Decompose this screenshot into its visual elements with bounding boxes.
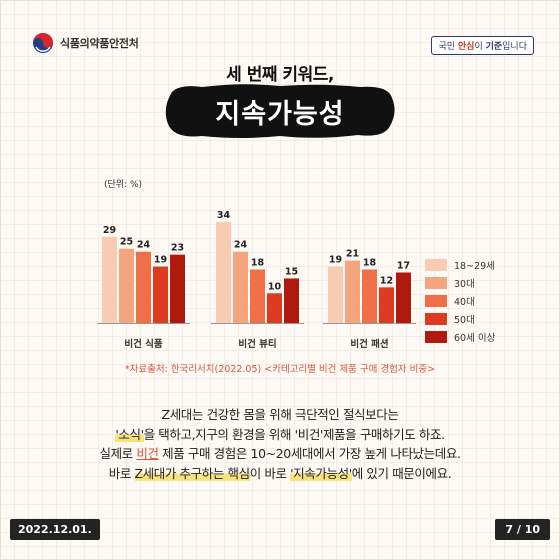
slogan-badge: 국민 안심이 기준입니다	[431, 36, 534, 55]
ministry-logo: 식품의약품안전처	[32, 32, 139, 54]
legend-item-2: 40대	[425, 292, 495, 310]
value-label-0-1: 25	[120, 237, 133, 248]
legend-swatch-0	[425, 259, 447, 271]
page-indicator: 7 / 10	[495, 519, 550, 540]
bar-0-3	[153, 266, 168, 323]
slogan-bold-1: 안심	[457, 42, 475, 52]
paragraph-line-4-c: 이 바로	[249, 465, 291, 481]
category-label-2: 비건 패션	[350, 338, 388, 350]
legend-label-4: 60세 이상	[454, 333, 496, 344]
title-blob-shape	[165, 84, 395, 138]
value-label-1-2: 18	[251, 258, 265, 269]
bar-1-1	[233, 251, 248, 323]
value-label-0-0: 29	[103, 225, 116, 236]
paragraph-line-4-e: 에 있기 때문이에요.	[351, 465, 452, 481]
bar-2-4	[396, 272, 411, 323]
legend-swatch-2	[425, 295, 447, 307]
category-label-0: 비건 식품	[124, 338, 163, 350]
value-label-2-3: 12	[380, 275, 393, 286]
slogan-pre: 국민	[438, 42, 458, 52]
legend-swatch-3	[425, 313, 447, 325]
kicker-text: 세 번째 키워드,	[226, 65, 334, 85]
bar-0-1	[119, 248, 134, 323]
paragraph-line-1: Z세대는 건강한 몸을 위해 극단적인 절식보다는	[161, 407, 399, 422]
value-label-0-3: 19	[154, 255, 167, 266]
bar-2-2	[362, 269, 377, 323]
value-label-0-4: 23	[171, 243, 184, 254]
value-label-0-2: 24	[137, 240, 151, 251]
highlight-sustainability: '지속가능성'	[290, 465, 352, 481]
slogan-mid: 이	[474, 42, 486, 52]
bar-2-0	[328, 266, 343, 323]
bar-0-2	[136, 251, 151, 323]
paragraph-line-4-a: 바로	[108, 465, 135, 481]
legend-label-0: 18~29세	[454, 261, 495, 272]
bar-0-4	[170, 254, 185, 323]
highlight-vegan: 비건	[136, 446, 159, 461]
paragraph-line-3-c: 제품 구매 경험은 10~20세대에서 가장 높게 나타났는데요.	[158, 446, 461, 461]
ministry-name: 식품의약품안전처	[60, 37, 139, 50]
value-label-2-1: 21	[346, 249, 359, 260]
value-label-1-3: 10	[268, 281, 282, 292]
legend-item-4: 60세 이상	[425, 328, 495, 346]
value-label-2-4: 17	[397, 261, 410, 272]
bar-1-3	[267, 293, 282, 323]
taegeuk-logo-icon	[33, 33, 53, 53]
value-label-1-4: 15	[285, 266, 298, 277]
chart-legend: 18~29세 30대 40대 50대 60세 이상	[425, 256, 495, 346]
highlight-sosik: '소식'	[115, 426, 144, 442]
bar-1-0	[216, 222, 231, 323]
bar-0-0	[102, 236, 117, 323]
slogan-post: 입니다	[502, 42, 527, 52]
legend-item-0: 18~29세	[425, 256, 495, 274]
bar-2-3	[379, 287, 394, 323]
bar-1-2	[250, 269, 265, 323]
paragraph-line-3: 실제로 비건 제품 구매 경험은 10~20세대에서 가장 높게 나타났는데요.	[40, 444, 520, 464]
legend-label-2: 40대	[454, 297, 475, 308]
body-paragraph: Z세대는 건강한 몸을 위해 극단적인 절식보다는 '소식'을 택하고,지구의 …	[40, 405, 520, 483]
legend-swatch-1	[425, 277, 447, 289]
legend-swatch-4	[425, 331, 447, 343]
page-title: 지속가능성	[215, 98, 345, 130]
value-label-1-0: 34	[217, 210, 231, 221]
paragraph-line-3-a: 실제로	[99, 446, 137, 461]
legend-item-1: 30대	[425, 274, 495, 292]
paragraph-line-2-rest: 을 택하고,지구의 환경을 위해 '비건'제품을 구매하기도 하죠.	[143, 426, 445, 442]
legend-label-1: 30대	[454, 279, 475, 290]
category-label-1: 비건 뷰티	[238, 338, 276, 350]
value-label-2-0: 19	[329, 255, 342, 266]
slogan-bold-2: 기준	[485, 42, 503, 52]
paragraph-line-2: '소식'을 택하고,지구의 환경을 위해 '비건'제품을 구매하기도 하죠.	[40, 425, 520, 445]
value-label-2-2: 18	[363, 258, 377, 269]
paragraph-line-4: 바로 Z세대가 추구하는 핵심이 바로 '지속가능성'에 있기 때문이에요.	[40, 464, 520, 484]
title-block: 지속가능성	[162, 82, 398, 140]
legend-item-3: 50대	[425, 310, 495, 328]
source-caption: *자료출처: 한국리서치(2022.05) <카테고리별 비건 제품 구매 경험…	[124, 364, 436, 375]
legend-label-3: 50대	[454, 315, 475, 326]
value-label-1-1: 24	[234, 240, 248, 251]
bar-2-1	[345, 260, 360, 323]
highlight-z-core: Z세대가 추구하는 핵심	[134, 465, 250, 481]
bar-1-4	[284, 278, 299, 323]
chart-unit-label: (단위: %)	[104, 180, 143, 190]
date-badge: 2022.12.01.	[10, 519, 100, 540]
